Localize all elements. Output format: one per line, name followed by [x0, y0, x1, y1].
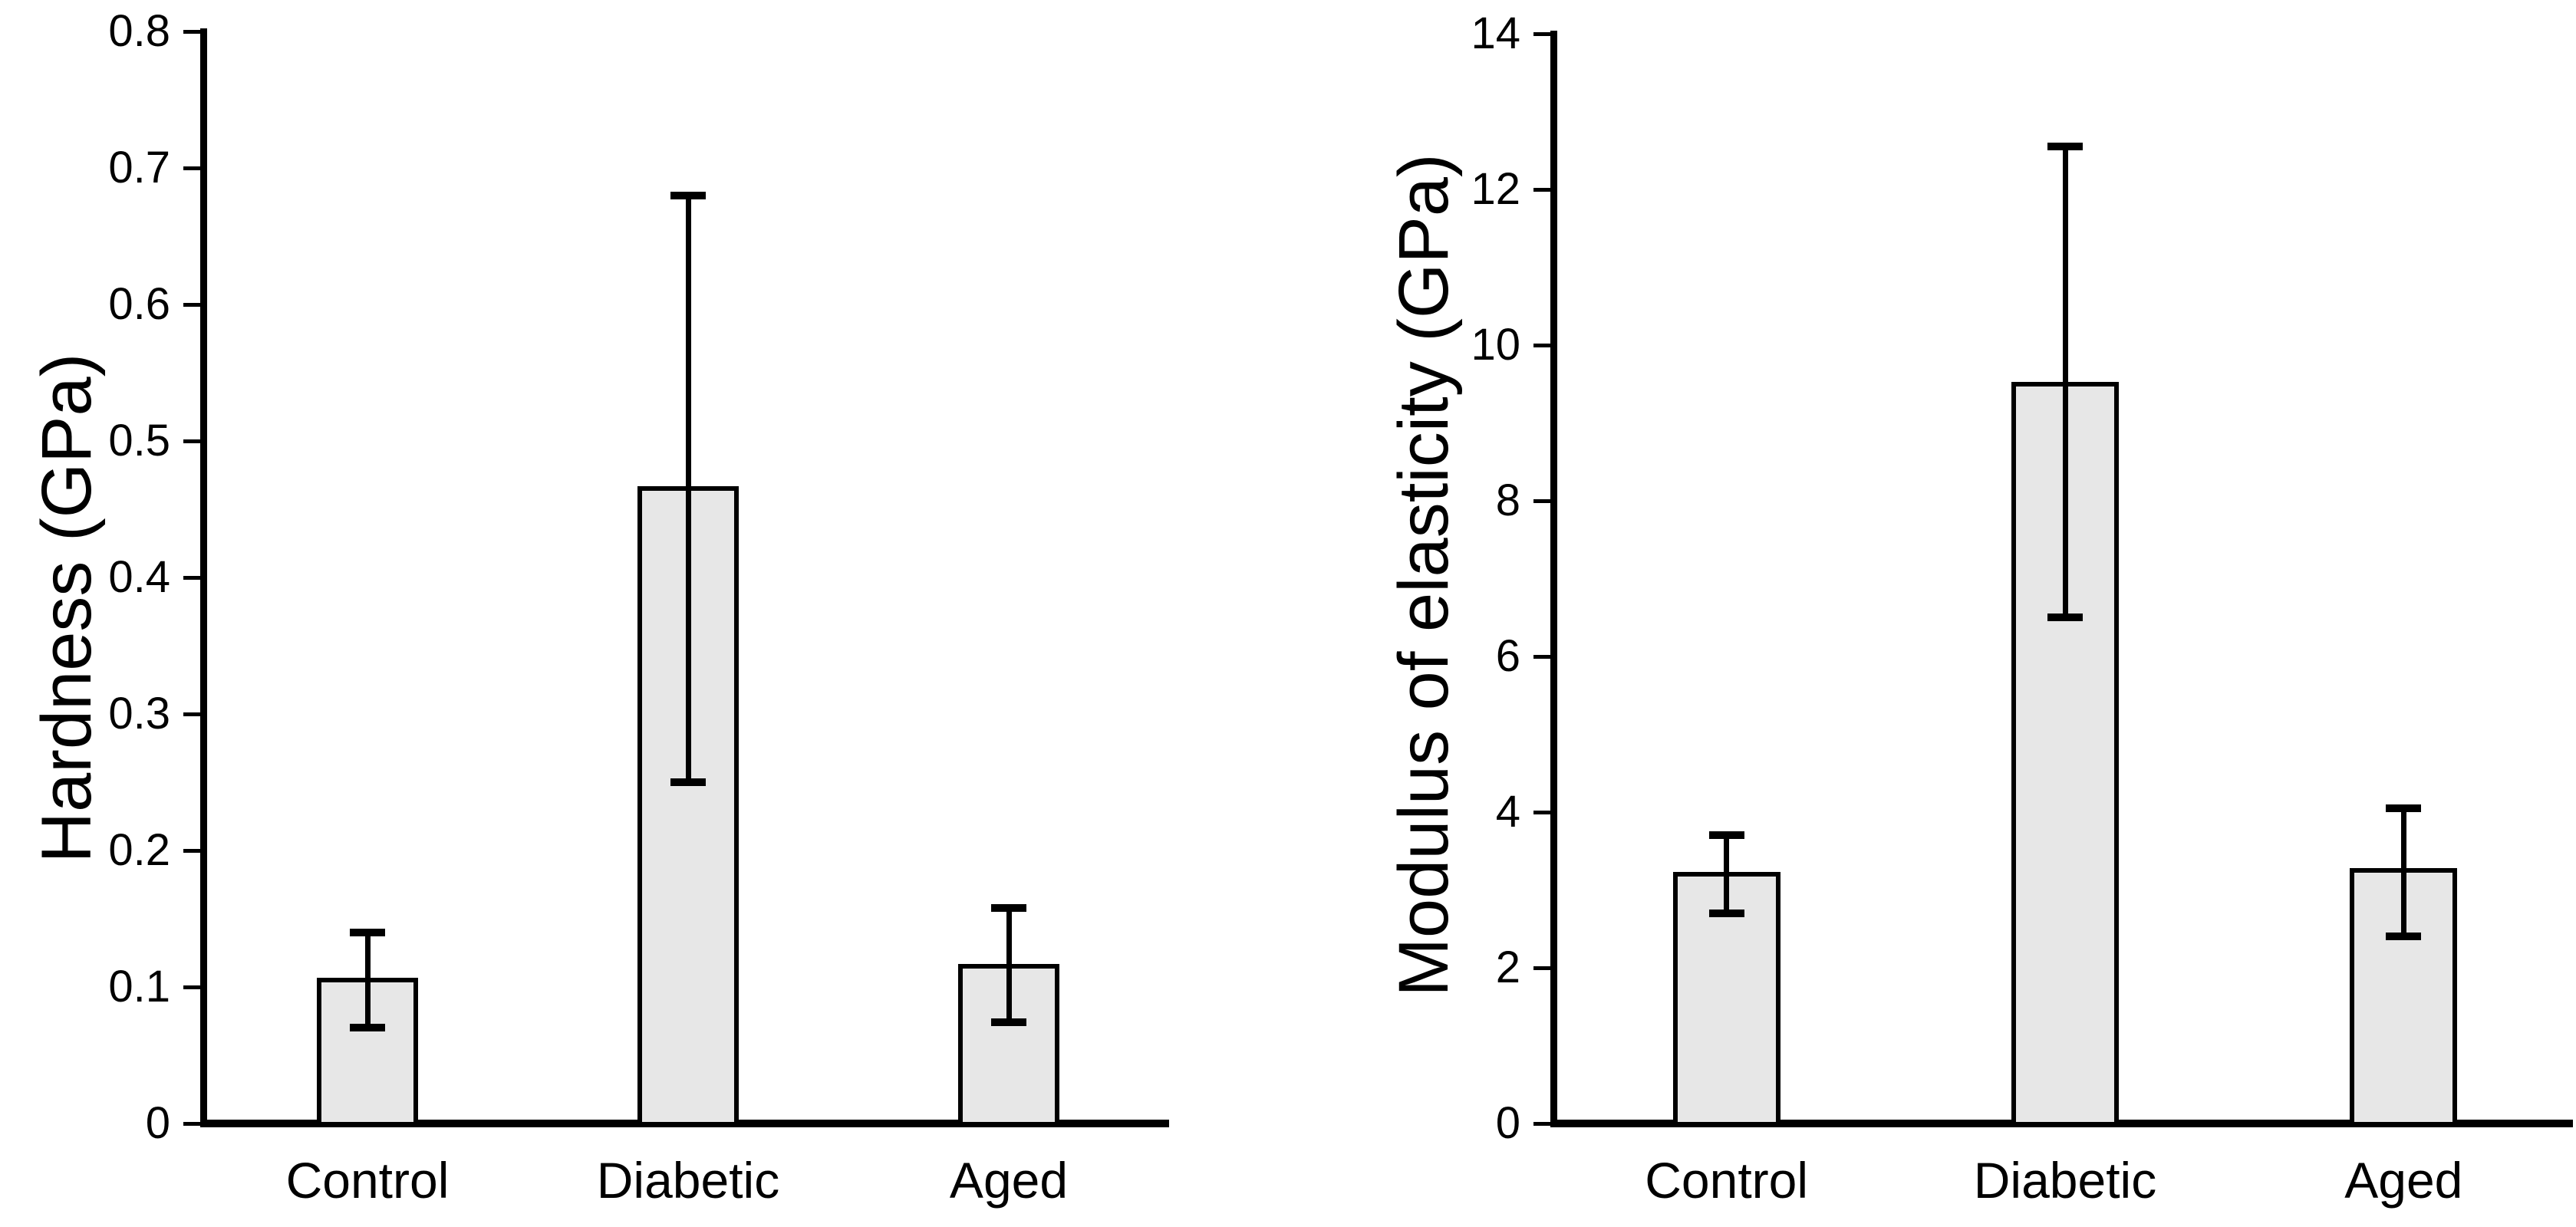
y-axis-tick: [1533, 343, 1550, 347]
bar-diabetic: [2011, 381, 2119, 1127]
y-tick-label: 0.8: [108, 6, 170, 56]
y-axis-tick: [183, 29, 200, 34]
y-axis-tick: [183, 575, 200, 580]
bar-control: [317, 978, 418, 1127]
error-bar-line: [2062, 146, 2068, 618]
error-bar-cap-top: [2386, 804, 2422, 812]
y-axis-tick: [183, 712, 200, 716]
y-tick-label: 2: [1495, 942, 1520, 992]
error-bar-line: [1006, 907, 1012, 1023]
y-tick-label: 0.6: [108, 279, 170, 329]
y-axis-tick: [183, 1121, 200, 1126]
y-axis-tick: [183, 439, 200, 443]
y-tick-label: 6: [1495, 631, 1520, 681]
y-axis-tick: [183, 848, 200, 853]
y-axis-tick: [1533, 654, 1550, 659]
error-bar-cap-bottom: [2386, 933, 2422, 941]
x-category-label: Control: [1645, 1152, 1809, 1209]
y-axis-line: [1550, 31, 1557, 1127]
error-bar-cap-top: [991, 903, 1026, 912]
error-bar-cap-bottom: [670, 778, 706, 786]
y-tick-label: 0.2: [108, 825, 170, 875]
y-tick-label: 0.1: [108, 962, 170, 1012]
x-category-label: Aged: [949, 1152, 1069, 1209]
y-tick-label: 0.4: [108, 552, 170, 602]
y-axis-line: [200, 28, 207, 1127]
y-tick-label: 0.5: [108, 416, 170, 465]
y-tick-label: 14: [1471, 8, 1520, 58]
y-tick-label: 12: [1471, 164, 1520, 214]
y-tick-label: 10: [1471, 320, 1520, 370]
error-bar-cap-top: [350, 928, 385, 936]
error-bar-line: [2400, 808, 2406, 937]
y-axis-tick: [1533, 1121, 1550, 1126]
y-tick-label: 0.3: [108, 689, 170, 739]
y-tick-label: 0.7: [108, 143, 170, 192]
y-axis-tick: [1533, 498, 1550, 503]
y-tick-label: 4: [1495, 787, 1520, 837]
y-axis-tick: [1533, 31, 1550, 36]
x-category-label: Diabetic: [596, 1152, 780, 1209]
error-bar-cap-top: [1708, 831, 1744, 840]
x-category-label: Diabetic: [1973, 1152, 2157, 1209]
x-category-label: Aged: [2344, 1152, 2463, 1209]
y-axis-tick: [183, 302, 200, 307]
y-tick-label: 8: [1495, 475, 1520, 525]
error-bar-line: [685, 195, 691, 782]
error-bar-cap-top: [2047, 143, 2083, 151]
x-category-label: Control: [285, 1152, 450, 1209]
y-axis-tick: [183, 985, 200, 989]
y-tick-label: 0: [1495, 1098, 1520, 1148]
error-bar-line: [364, 932, 371, 1028]
error-bar-cap-bottom: [991, 1018, 1026, 1027]
error-bar-cap-bottom: [350, 1024, 385, 1032]
y-tick-label: 0: [145, 1098, 170, 1148]
y-axis-title: Modulus of elasticity (GPa): [1385, 153, 1463, 997]
y-axis-tick: [1533, 810, 1550, 814]
error-bar-cap-top: [670, 191, 706, 199]
error-bar-cap-bottom: [2047, 614, 2083, 622]
y-axis-tick: [1533, 965, 1550, 970]
y-axis-tick: [1533, 187, 1550, 192]
y-axis-tick: [183, 166, 200, 170]
error-bar-cap-bottom: [1708, 909, 1744, 917]
error-bar-line: [1724, 835, 1730, 913]
